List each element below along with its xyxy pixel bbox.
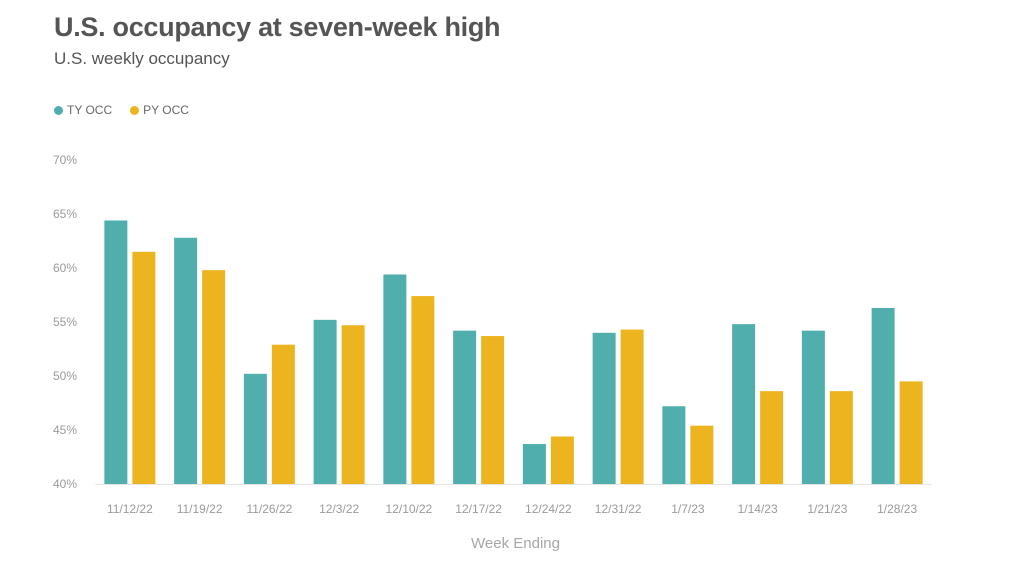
x-tick-label: 12/17/22 (455, 502, 502, 516)
y-tick-label: 55% (53, 315, 77, 329)
legend-dot-ty (54, 105, 63, 115)
bar-py-occ (271, 344, 295, 484)
bar-py-occ (481, 336, 505, 484)
bar-ty-occ (522, 444, 546, 484)
bar-py-occ (550, 436, 574, 484)
bar-py-occ (760, 391, 784, 484)
bar-py-occ (620, 329, 644, 484)
y-tick-label: 65% (53, 207, 77, 221)
x-tick-label: 11/26/22 (246, 502, 292, 516)
x-tick-label: 11/19/22 (177, 502, 223, 516)
bar-py-occ (690, 425, 714, 484)
bar-ty-occ (801, 330, 825, 484)
bar-ty-occ (592, 332, 616, 484)
y-tick-label: 50% (53, 369, 77, 383)
y-tick-label: 40% (53, 477, 77, 491)
bar-ty-occ (174, 237, 198, 484)
x-tick-label: 12/10/22 (386, 502, 433, 516)
bar-ty-occ (732, 324, 756, 484)
bar-ty-occ (313, 319, 337, 484)
y-tick-label: 45% (53, 423, 77, 437)
x-tick-label: 12/24/22 (525, 502, 572, 516)
chart-title: U.S. occupancy at seven-week high (54, 12, 501, 42)
legend-label-ty: TY OCC (67, 103, 113, 117)
bar-ty-occ (383, 274, 407, 484)
legend-dot-py (130, 105, 140, 115)
x-axis-title: Week Ending (471, 535, 560, 552)
bar-ty-occ (662, 406, 686, 484)
bar-py-occ (411, 296, 435, 484)
legend-item-py: PY OCC (130, 103, 189, 117)
legend-label-py: PY OCC (143, 103, 189, 117)
bar-py-occ (899, 381, 923, 484)
bar-py-occ (132, 251, 156, 484)
bar-ty-occ (104, 220, 128, 485)
chart-subtitle: U.S. weekly occupancy (54, 49, 230, 68)
y-tick-label: 60% (53, 261, 77, 275)
bar-py-occ (829, 391, 853, 484)
legend-item-ty: TY OCC (54, 103, 112, 117)
x-tick-label: 12/31/22 (595, 502, 642, 516)
x-tick-label: 11/12/22 (107, 502, 153, 516)
bar-ty-occ (871, 307, 895, 484)
x-tick-label: 1/14/23 (738, 502, 778, 516)
legend: TY OCC PY OCC (54, 103, 189, 117)
y-tick-label: 70% (53, 153, 77, 167)
bar-ty-occ (243, 373, 267, 484)
x-tick-label: 1/7/23 (671, 502, 705, 516)
x-tick-label: 1/28/23 (877, 502, 917, 516)
bar-py-occ (341, 325, 365, 484)
x-tick-label: 1/21/23 (807, 502, 847, 516)
bar-py-occ (202, 270, 226, 484)
bar-ty-occ (453, 330, 477, 484)
x-tick-label: 12/3/22 (319, 502, 359, 516)
